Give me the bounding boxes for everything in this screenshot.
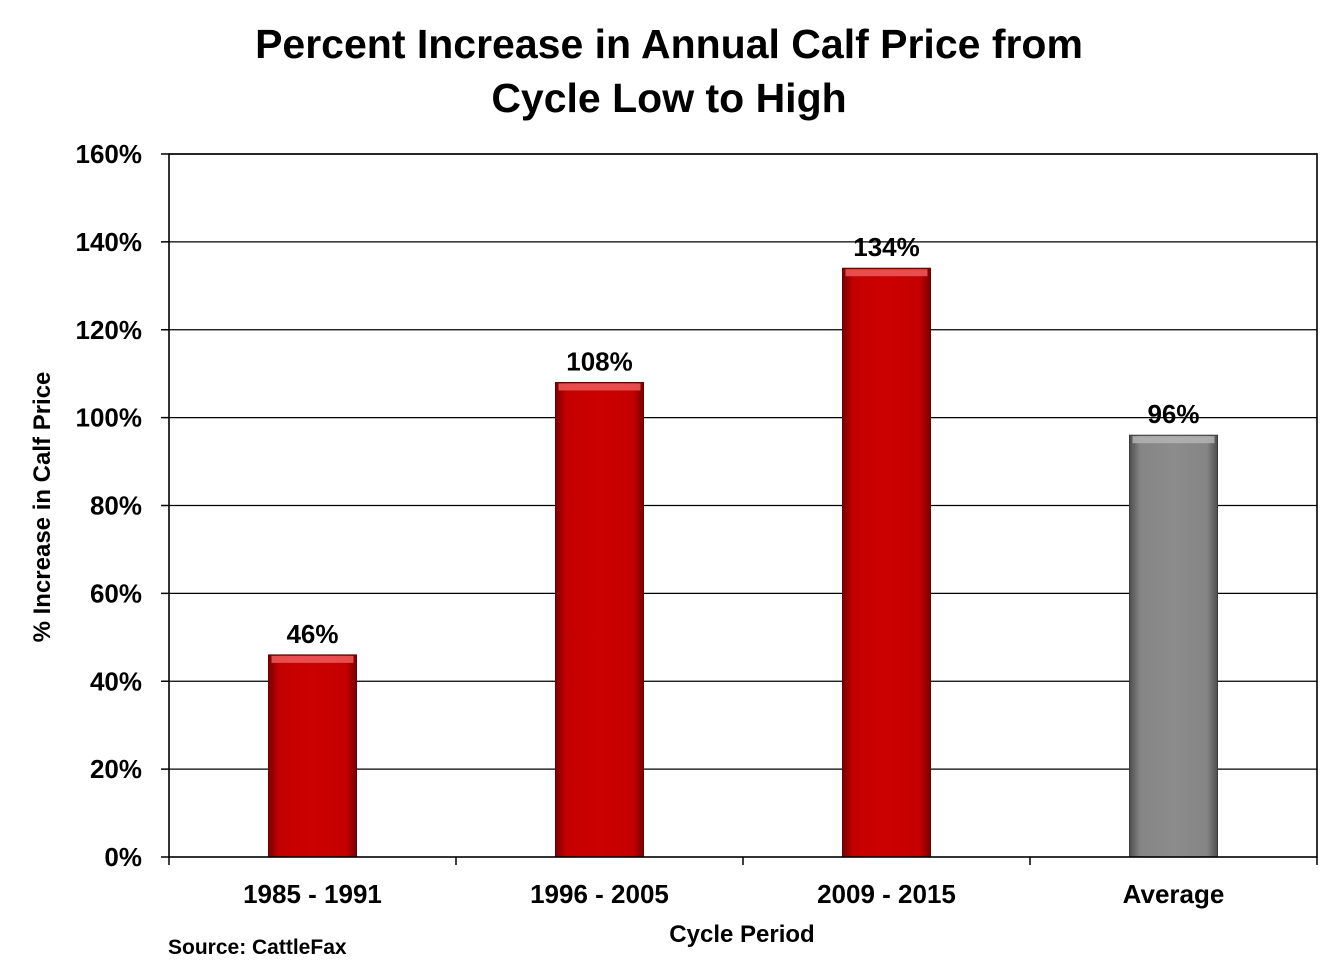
x-tick-label: 1996 - 2005 bbox=[530, 879, 669, 909]
x-tick-label: 2009 - 2015 bbox=[817, 879, 956, 909]
data-label: 96% bbox=[1147, 399, 1199, 429]
data-label: 134% bbox=[853, 232, 920, 262]
bar bbox=[268, 654, 357, 858]
y-axis-label: % Increase in Calf Price bbox=[29, 372, 56, 643]
y-tick-label: 160% bbox=[76, 139, 143, 169]
y-tick-label: 120% bbox=[76, 315, 143, 345]
bar-top-bevel bbox=[845, 269, 928, 277]
chart-title-line-1: Percent Increase in Annual Calf Price fr… bbox=[255, 21, 1083, 67]
bar bbox=[842, 267, 931, 858]
y-tick-label: 100% bbox=[76, 403, 143, 433]
source-note: Source: CattleFax bbox=[168, 936, 347, 959]
bar bbox=[1129, 434, 1218, 858]
bar bbox=[555, 381, 644, 858]
y-tick-label: 20% bbox=[90, 754, 142, 784]
y-tick-label: 0% bbox=[104, 842, 142, 872]
y-tick-label: 40% bbox=[90, 666, 142, 696]
y-tick-label: 80% bbox=[90, 491, 142, 521]
bars bbox=[268, 267, 1218, 858]
plot-frame bbox=[168, 153, 1318, 858]
axes bbox=[161, 153, 1318, 865]
x-tick-label: 1985 - 1991 bbox=[243, 879, 382, 909]
data-label: 108% bbox=[566, 346, 633, 376]
gridlines bbox=[169, 153, 1317, 770]
bar-group bbox=[268, 654, 357, 858]
bar-top-bevel bbox=[1132, 436, 1215, 444]
bar-top-bevel bbox=[558, 383, 641, 391]
y-tick-label: 140% bbox=[76, 227, 143, 257]
x-axis-label: Cycle Period bbox=[669, 921, 814, 948]
bar-group bbox=[555, 381, 644, 858]
chart-title-line-2: Cycle Low to High bbox=[491, 75, 846, 121]
x-tick-label: Average bbox=[1123, 879, 1225, 909]
y-tick-label: 60% bbox=[90, 578, 142, 608]
bar-group bbox=[842, 267, 931, 858]
data-label: 46% bbox=[286, 619, 338, 649]
bar-top-bevel bbox=[271, 655, 354, 663]
bar-group bbox=[1129, 434, 1218, 858]
labels: 0% 20% 40% 60% 80% 100% 120% 140% 160% 46% 1985 - … bbox=[76, 139, 1225, 909]
